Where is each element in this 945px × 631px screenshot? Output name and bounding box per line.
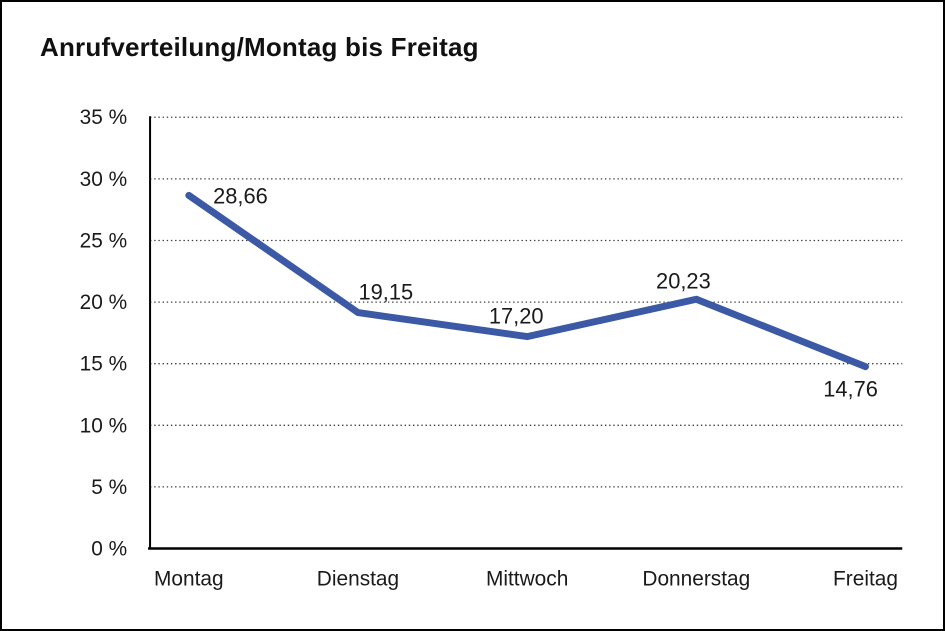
x-tick-label: Dienstag <box>317 567 399 590</box>
data-label: 19,15 <box>358 280 413 305</box>
y-tick-label: 30 % <box>80 168 128 191</box>
y-tick-label: 5 % <box>91 476 127 499</box>
x-tick-label: Donnerstag <box>642 567 750 590</box>
y-tick-label: 35 % <box>80 106 128 129</box>
y-tick-label: 10 % <box>80 414 128 437</box>
data-label: 17,20 <box>489 304 544 329</box>
y-tick-label: 15 % <box>80 353 128 376</box>
x-tick-label: Freitag <box>833 567 898 590</box>
data-line <box>185 191 869 371</box>
x-tick-label: Mittwoch <box>486 567 568 590</box>
data-label: 20,23 <box>656 268 711 293</box>
chart-title: Anrufverteilung/Montag bis Freitag <box>40 32 479 62</box>
y-tick-label: 20 % <box>80 291 128 314</box>
data-label: 28,66 <box>213 183 268 208</box>
y-tick-label: 0 % <box>91 537 127 560</box>
data-label: 14,76 <box>823 376 878 401</box>
x-tick-label: Montag <box>154 567 224 590</box>
y-tick-label: 25 % <box>80 229 128 252</box>
